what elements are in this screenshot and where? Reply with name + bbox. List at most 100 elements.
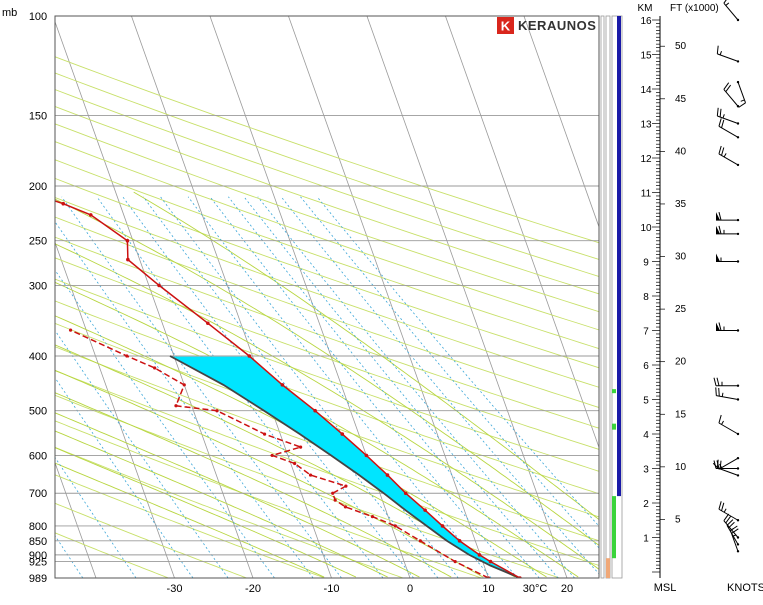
- mixing-ratio-line: [209, 196, 518, 578]
- pressure-tick-label: 989: [29, 573, 47, 585]
- dry-adiabat-line: [55, 106, 599, 295]
- wind-barb-half-feather: [740, 99, 745, 102]
- pressure-tick-label: 925: [29, 557, 47, 569]
- wind-barb-pennant: [716, 253, 720, 262]
- km-tick-label: 1: [643, 534, 649, 545]
- column-green-mark: [612, 389, 616, 394]
- wind-barb-staff: [718, 422, 739, 435]
- wind-barb-dot: [736, 80, 740, 84]
- isotherm-line: [288, 16, 489, 578]
- temperature-point: [385, 473, 390, 477]
- wind-barb: [716, 107, 740, 125]
- temperature-tick-label: 0: [407, 583, 413, 595]
- column-green-mark: [612, 423, 616, 430]
- wind-barb-feather: [718, 211, 722, 221]
- height-msl-label: MSL: [654, 582, 677, 594]
- wind-knots-label: KNOTS: [727, 582, 763, 594]
- wind-barb-feather: [718, 145, 722, 155]
- wind-barb-half-feather: [719, 463, 722, 468]
- km-tick-label: 3: [643, 465, 649, 476]
- km-tick-label: 8: [643, 292, 649, 303]
- ft-tick-label: 50: [675, 41, 687, 52]
- keraunos-logo-letter: K: [501, 19, 511, 34]
- wind-barb-staff: [717, 115, 739, 124]
- wind-barb: [713, 377, 740, 387]
- wind-barb-feather: [716, 107, 719, 117]
- moist-adiabat-line: [55, 281, 579, 578]
- wind-barb-dot: [736, 60, 740, 63]
- pressure-tick-label: 800: [29, 521, 47, 533]
- temperature-point: [88, 213, 93, 217]
- wind-barb: [716, 225, 740, 236]
- wind-barb-feather: [718, 322, 722, 331]
- wind-barb-dot: [736, 163, 740, 167]
- plot-profiles: [10, 184, 522, 578]
- pressure-unit-label: mb: [2, 7, 17, 19]
- wind-barb-feather: [721, 147, 725, 156]
- ft-tick-label: 40: [675, 146, 687, 157]
- cin-area: [171, 356, 519, 578]
- isotherm-line: [55, 461, 97, 578]
- wind-barb-dot: [736, 18, 740, 22]
- pressure-tick-label: 500: [29, 406, 47, 418]
- wind-barb-feather: [731, 528, 739, 534]
- dry-adiabat-line: [55, 123, 599, 313]
- wind-barb-half-feather: [721, 420, 724, 425]
- wind-barb-dot: [736, 384, 740, 387]
- column-green-bar: [612, 496, 616, 559]
- temperature-point: [126, 257, 130, 262]
- dewpoint-point: [293, 461, 297, 466]
- parcel-trace-line: [169, 355, 521, 578]
- keraunos-logo: K KERAUNOS: [497, 17, 596, 34]
- wind-barb-staff: [717, 467, 739, 476]
- km-tick-label: 5: [643, 396, 649, 407]
- wind-barb-feather: [718, 387, 720, 397]
- dry-adiabat-line: [55, 197, 599, 388]
- isotherm-line: [209, 16, 411, 578]
- isotherm-line: [445, 16, 599, 449]
- dewpoint-point: [262, 432, 267, 436]
- wind-barb-staff: [718, 508, 739, 521]
- mixing-ratio-line: [300, 196, 599, 549]
- km-tick-label: 10: [640, 223, 652, 234]
- temperature-point: [488, 559, 493, 564]
- column-outline: [605, 15, 611, 579]
- wind-barb-staff: [723, 2, 739, 21]
- wind-barb: [718, 414, 740, 436]
- wind-barb-feather: [716, 45, 719, 54]
- pressure-tick-label: 300: [29, 280, 47, 292]
- temperature-tick-label: -10: [324, 583, 340, 595]
- height-km-label: KM: [638, 3, 653, 14]
- temperature-tick-label: -30: [167, 583, 183, 595]
- moist-adiabat-line: [55, 462, 325, 578]
- column-blue-bar: [617, 16, 621, 497]
- temperature-point: [10, 184, 14, 188]
- keraunos-logo-text: KERAUNOS: [518, 18, 596, 33]
- wind-barb-dot: [736, 474, 740, 477]
- wind-barb-staff: [723, 89, 739, 107]
- dry-adiabat-line: [55, 278, 599, 472]
- wind-barb-dot: [736, 329, 740, 332]
- temperature-point: [313, 408, 317, 413]
- moist-adiabat-line: [55, 447, 357, 578]
- wind-barb-half-feather: [719, 50, 722, 56]
- dewpoint-point: [174, 404, 178, 408]
- dewpoint-point: [331, 491, 335, 495]
- wind-barb-dot: [736, 260, 740, 263]
- dry-adiabat-line: [55, 420, 482, 578]
- dry-adiabat-line: [55, 346, 599, 542]
- dry-adiabat-line: [55, 322, 599, 518]
- pressure-tick-label: 200: [29, 181, 47, 193]
- wind-barb-feather: [718, 501, 722, 510]
- dewpoint-point: [125, 354, 129, 358]
- dewpoint-profile-line: [70, 329, 489, 578]
- wind-barb-feather: [716, 460, 720, 469]
- wind-barb: [718, 118, 740, 139]
- dewpoint-point: [418, 539, 422, 543]
- wind-barb-feather: [719, 108, 722, 118]
- wind-barb-panel: [712, 0, 746, 553]
- mixing-ratio-line: [96, 196, 384, 578]
- height-ft-label: FT (x1000): [670, 3, 719, 14]
- moist-adiabat-line: [55, 430, 388, 578]
- wind-barb-dot: [736, 136, 740, 139]
